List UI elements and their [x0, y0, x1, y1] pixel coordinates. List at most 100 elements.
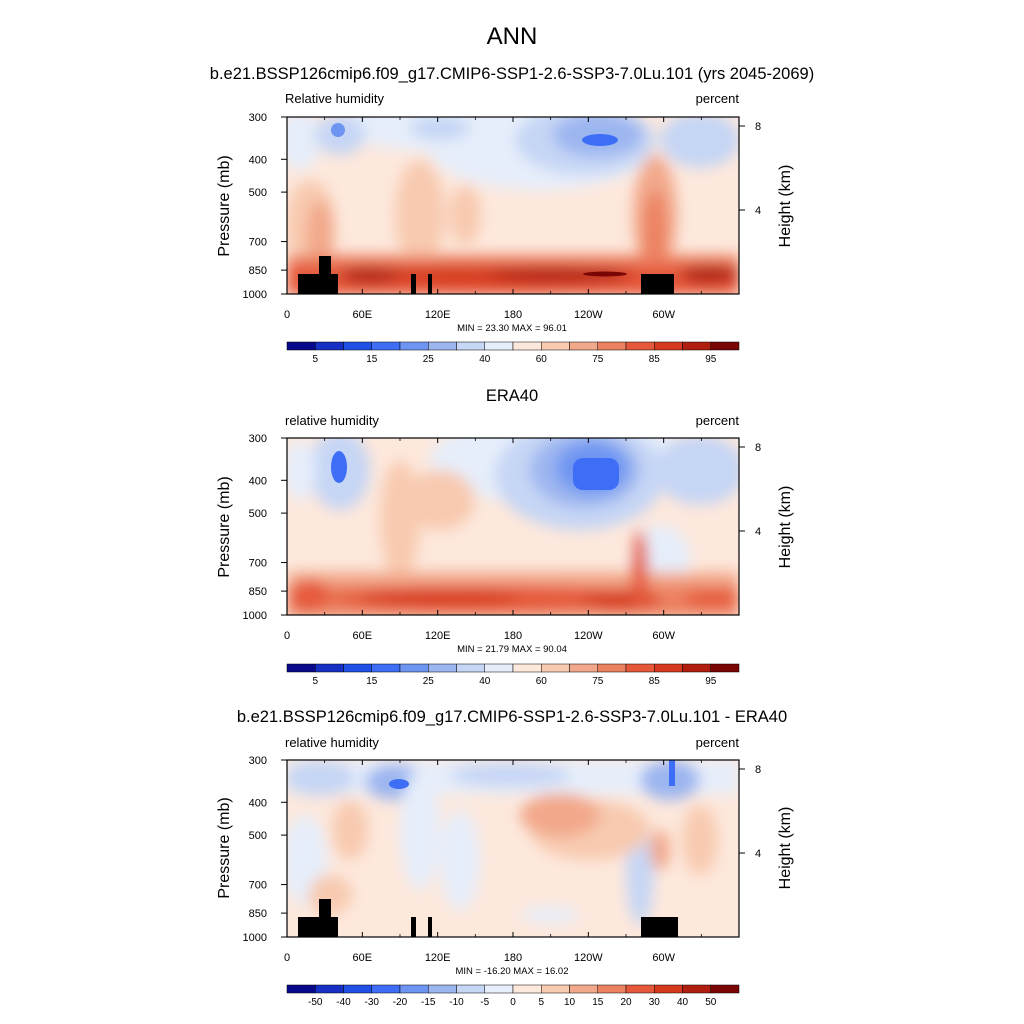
colorbar-label: 75	[592, 676, 604, 687]
colorbar-box	[569, 663, 598, 673]
colorbar-box	[597, 984, 627, 994]
x-tick-label: 120W	[574, 309, 603, 321]
colorbar-box	[286, 663, 316, 673]
colorbar-box	[682, 663, 711, 673]
x-tick-label: 120E	[425, 309, 451, 321]
y-tick-label: 700	[249, 880, 267, 892]
x-tick-label: 0	[284, 309, 290, 321]
colorbar-box	[456, 663, 485, 673]
colorbar-box	[371, 663, 401, 673]
colorbar-label: 85	[649, 354, 661, 365]
y-right-tick-label: 4	[755, 526, 761, 538]
colorbar-box	[512, 984, 542, 994]
panel-2-y-axis-label: Pressure (mb)	[216, 476, 233, 577]
panel-3-field	[287, 760, 739, 937]
colorbar-box	[371, 341, 401, 351]
colorbar-box	[428, 663, 457, 673]
colorbar-box	[399, 984, 429, 994]
y-right-tick-label: 8	[755, 442, 761, 454]
panel-3-terrain-mask	[298, 899, 678, 937]
colorbar-box	[343, 341, 372, 351]
colorbar-box	[541, 663, 570, 673]
colorbar-label: 25	[423, 354, 435, 365]
panel-3-min-max: MIN = -16.20 MAX = 16.02	[455, 966, 568, 977]
colorbar-label: 50	[705, 997, 717, 1008]
panel-2-field	[287, 438, 739, 615]
colorbar-box	[654, 341, 683, 351]
colorbar-box	[399, 663, 429, 673]
colorbar-label: 30	[649, 997, 661, 1008]
y-tick-label: 400	[249, 154, 267, 166]
colorbar-box	[315, 984, 344, 994]
colorbar-box	[597, 341, 627, 351]
colorbar-box	[512, 341, 542, 351]
colorbar-label: 20	[620, 997, 632, 1008]
panel-2-min-max: MIN = 21.79 MAX = 90.04	[457, 644, 567, 655]
panel-1-y-axis-right-label: Height (km)	[777, 165, 794, 248]
colorbar-box	[428, 984, 457, 994]
colorbar-label: 10	[564, 997, 576, 1008]
x-tick-label: 60E	[353, 952, 373, 964]
colorbar-box	[682, 984, 711, 994]
axes-layer: 0 60E 120E 180 120W 60W3004005007008501000845…	[243, 112, 762, 1008]
colorbar-label: 60	[536, 354, 548, 365]
colorbar-box	[371, 984, 401, 994]
colorbar-box	[625, 341, 655, 351]
colorbar-box	[710, 341, 740, 351]
colorbar-label: 5	[312, 676, 318, 687]
x-tick-label: 180	[504, 630, 522, 642]
y-right-tick-label: 4	[755, 848, 761, 860]
x-tick-label: 60W	[652, 630, 675, 642]
y-tick-label: 400	[249, 797, 267, 809]
colorbar-box	[456, 984, 485, 994]
panel-1: b.e21.BSSP126cmip6.f09_g17.CMIP6-SSP1-2.…	[210, 65, 814, 334]
x-tick-label: 60W	[652, 952, 675, 964]
colorbar-box	[710, 984, 740, 994]
x-tick-label: 60E	[353, 309, 373, 321]
y-tick-label: 850	[249, 265, 267, 277]
y-tick-label: 850	[249, 908, 267, 920]
panel-2-title: ERA40	[486, 387, 538, 405]
colorbar-label: 15	[366, 676, 378, 687]
colorbar-box	[541, 984, 570, 994]
y-tick-label: 1000	[243, 610, 267, 622]
colorbar-label: 60	[536, 676, 548, 687]
colorbar-label: -5	[480, 997, 489, 1008]
panel-2-y-axis-right-label: Height (km)	[777, 486, 794, 569]
y-tick-label: 400	[249, 475, 267, 487]
y-tick-label: 300	[249, 433, 267, 445]
colorbar-label: -10	[449, 997, 464, 1008]
colorbar-box	[569, 341, 598, 351]
x-tick-label: 120E	[425, 952, 451, 964]
y-right-tick-label: 8	[755, 764, 761, 776]
colorbar-box	[315, 663, 344, 673]
colorbar-box	[343, 663, 372, 673]
main-title: ANN	[487, 23, 538, 50]
colorbar-box	[484, 663, 514, 673]
panel-1-left-label: Relative humidity	[285, 91, 384, 106]
panel-2: ERA40 relative humidity percent	[216, 387, 794, 655]
panel-3-title: b.e21.BSSP126cmip6.f09_g17.CMIP6-SSP1-2.…	[237, 708, 787, 726]
colorbar-box	[541, 341, 570, 351]
colorbar-label: 40	[479, 354, 491, 365]
colorbar-box	[456, 341, 485, 351]
colorbar-box	[399, 341, 429, 351]
colorbar-box	[654, 663, 683, 673]
y-tick-label: 1000	[243, 932, 267, 944]
colorbar-box	[625, 663, 655, 673]
colorbar-box	[343, 984, 372, 994]
colorbar-box	[569, 984, 598, 994]
y-tick-label: 700	[249, 237, 267, 249]
colorbar-label: 40	[677, 997, 689, 1008]
colorbar-box	[286, 341, 316, 351]
colorbar-label: 15	[366, 354, 378, 365]
colorbar-label: -30	[365, 997, 380, 1008]
colorbar-box	[286, 984, 316, 994]
y-tick-label: 500	[249, 508, 267, 520]
panel-1-right-label: percent	[696, 91, 740, 106]
colorbar-label: 75	[592, 354, 604, 365]
panel-1-terrain-mask	[298, 256, 674, 294]
y-tick-label: 500	[249, 830, 267, 842]
colorbar-label: -50	[308, 997, 323, 1008]
